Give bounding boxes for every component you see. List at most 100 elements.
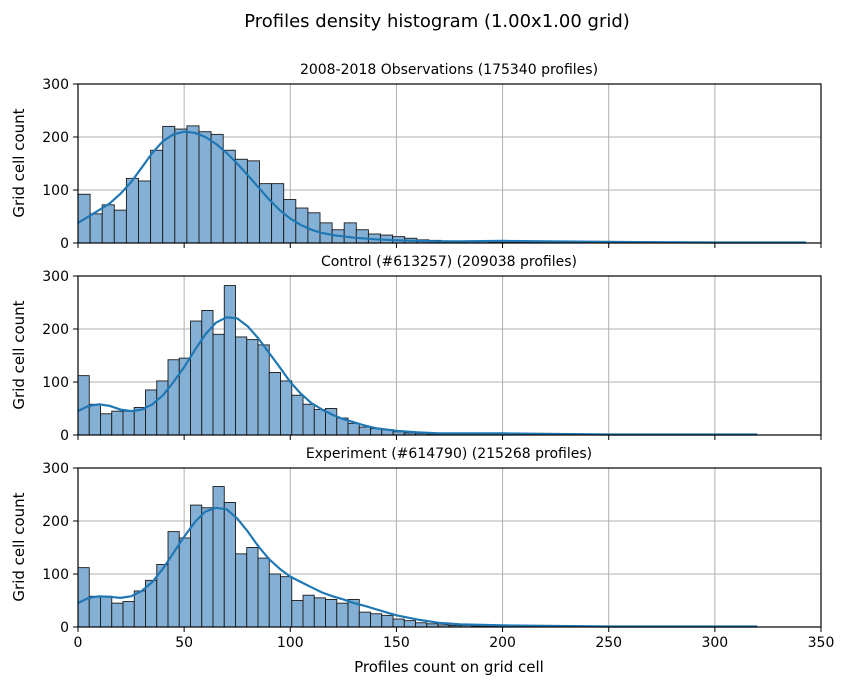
- histogram-bar: [259, 183, 273, 244]
- histogram-bar: [313, 597, 326, 628]
- x-tick-label: 150: [383, 635, 410, 651]
- histogram-bar: [190, 320, 203, 436]
- y-tick-label: 200: [42, 322, 69, 338]
- histogram-bar: [246, 547, 259, 628]
- histogram-bar: [381, 614, 394, 628]
- histogram-bar: [145, 389, 158, 436]
- subplot-title: 2008-2018 Observations (175340 profiles): [300, 62, 598, 78]
- histogram-bar: [138, 180, 152, 244]
- histogram-bar: [271, 183, 285, 244]
- y-tick-label: 100: [42, 567, 69, 583]
- y-tick-label: 100: [42, 375, 69, 391]
- histogram-bar: [150, 149, 164, 244]
- histogram-bar: [190, 504, 203, 628]
- histogram-bar: [223, 285, 236, 436]
- x-tick-label: 350: [808, 635, 835, 651]
- histogram-bar: [347, 422, 360, 436]
- kde-curve: [77, 316, 758, 436]
- histogram-bar: [291, 394, 304, 436]
- histogram-bar: [212, 333, 225, 436]
- histogram-bar: [268, 372, 281, 436]
- histogram-bar: [162, 125, 176, 244]
- histogram-bar: [111, 602, 124, 628]
- kde-curve: [77, 130, 807, 244]
- y-axis-label: Grid cell count: [10, 492, 28, 601]
- histogram-bar: [156, 380, 169, 436]
- histogram-bar: [257, 344, 270, 436]
- subplot-experiment: Experiment (#614790) (215268 profiles) G…: [10, 446, 834, 676]
- y-tick-label: 0: [60, 620, 69, 636]
- histogram-bar: [174, 128, 188, 244]
- histogram-bar: [325, 598, 338, 628]
- axes-frame: [77, 83, 822, 244]
- histogram-bar: [235, 336, 248, 436]
- histogram-bar: [370, 613, 383, 628]
- histogram-bar: [111, 410, 124, 436]
- histogram-bar: [415, 622, 428, 628]
- y-tick-label: 300: [42, 77, 69, 93]
- histogram-bar: [101, 204, 115, 244]
- histogram-bar: [223, 502, 236, 628]
- x-axis-label: Profiles count on grid cell: [354, 658, 544, 676]
- histogram-bar: [403, 620, 416, 628]
- histogram-bar: [210, 133, 224, 244]
- histogram-bar: [186, 125, 200, 244]
- figure-title: Profiles density histogram (1.00x1.00 gr…: [244, 11, 630, 32]
- histogram-bar: [201, 507, 214, 628]
- histogram-bar: [235, 553, 248, 628]
- x-tick-label: 100: [277, 635, 304, 651]
- histogram-bar: [392, 618, 405, 628]
- axes-frame: [77, 275, 822, 436]
- histogram-bar: [257, 557, 270, 628]
- histogram-bar: [113, 209, 127, 244]
- y-tick-label: 0: [60, 236, 69, 252]
- y-axis-label: Grid cell count: [10, 108, 28, 217]
- histogram-bar: [133, 406, 146, 436]
- subplot-observations: 2008-2018 Observations (175340 profiles)…: [10, 62, 822, 252]
- y-tick-label: 300: [42, 461, 69, 477]
- histogram-bar: [291, 600, 304, 628]
- histogram-bar: [198, 131, 212, 244]
- histogram-bar: [280, 576, 293, 628]
- axes-frame: [77, 467, 822, 628]
- histogram-bar: [88, 403, 101, 436]
- y-tick-label: 100: [42, 183, 69, 199]
- histogram-bar: [122, 410, 135, 436]
- x-tick-label: 0: [74, 635, 83, 651]
- y-tick-label: 0: [60, 428, 69, 444]
- x-tick-label: 50: [175, 635, 193, 651]
- histogram-bar: [100, 413, 113, 436]
- histogram-bar: [122, 601, 135, 628]
- histogram-bar: [336, 602, 349, 628]
- histogram-bar: [246, 339, 259, 436]
- histogram-bar: [133, 590, 146, 628]
- subplot-control: Control (#613257) (209038 profiles) Grid…: [10, 254, 822, 444]
- histogram-bar: [358, 611, 371, 628]
- y-tick-label: 300: [42, 269, 69, 285]
- histogram-bar: [100, 595, 113, 628]
- y-tick-label: 200: [42, 514, 69, 530]
- histogram-bar: [343, 222, 357, 244]
- y-axis-label: Grid cell count: [10, 300, 28, 409]
- histogram-bar: [88, 595, 101, 628]
- histogram-bar: [89, 213, 103, 244]
- histogram-bar: [246, 160, 260, 244]
- subplot-title: Control (#613257) (209038 profiles): [321, 254, 577, 270]
- histogram-bar: [302, 594, 315, 628]
- histogram-bar: [178, 537, 191, 628]
- histogram-bar: [178, 357, 191, 436]
- histogram-bar: [313, 409, 326, 436]
- histogram-bar: [280, 380, 293, 436]
- y-tick-label: 200: [42, 130, 69, 146]
- histogram-bar: [222, 149, 236, 244]
- histogram-bar: [268, 573, 281, 628]
- x-tick-label: 300: [701, 635, 728, 651]
- subplot-title: Experiment (#614790) (215268 profiles): [306, 446, 592, 462]
- histogram-bar: [302, 403, 315, 436]
- histogram-bar: [167, 359, 180, 436]
- histogram-bar: [355, 229, 369, 244]
- kde-curve: [77, 506, 758, 628]
- histogram-bar: [358, 426, 371, 436]
- x-tick-label: 250: [595, 635, 622, 651]
